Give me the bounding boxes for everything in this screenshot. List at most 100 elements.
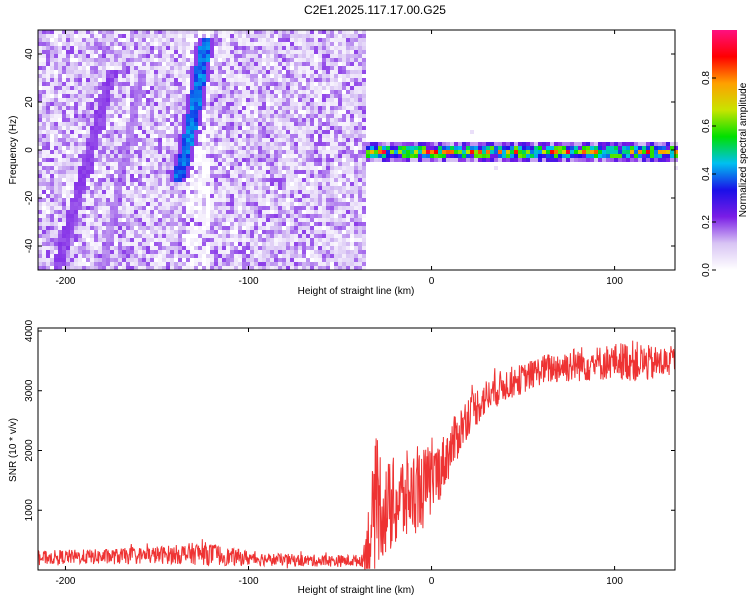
heatmap-cell	[82, 218, 86, 222]
heatmap-cell	[254, 254, 258, 258]
heatmap-cell	[502, 154, 506, 158]
heatmap-cell	[542, 158, 546, 162]
heatmap-cell	[354, 122, 358, 126]
heatmap-cell	[54, 110, 58, 114]
heatmap-cell	[42, 114, 46, 118]
heatmap-cell	[394, 154, 398, 158]
heatmap-cell	[542, 150, 546, 154]
heatmap-cell	[354, 86, 358, 90]
heatmap-cell	[178, 82, 182, 86]
heatmap-cell	[262, 242, 266, 246]
heatmap-cell	[490, 146, 494, 150]
heatmap-cell	[266, 226, 270, 230]
heatmap-cell	[222, 34, 226, 38]
heatmap-cell	[270, 194, 274, 198]
heatmap-cell	[182, 50, 186, 54]
heatmap-cell	[166, 98, 170, 102]
heatmap-cell	[154, 82, 158, 86]
heatmap-cell	[206, 230, 210, 234]
heatmap-cell	[286, 106, 290, 110]
heatmap-cell	[334, 138, 338, 142]
heatmap-cell	[150, 246, 154, 250]
heatmap-cell	[190, 154, 194, 158]
heatmap-cell	[346, 118, 350, 122]
heatmap-cell	[186, 102, 190, 106]
heatmap-cell	[178, 154, 182, 158]
heatmap-cell	[198, 162, 202, 166]
heatmap-cell	[74, 246, 78, 250]
heatmap-cell	[138, 258, 142, 262]
heatmap-cell	[50, 186, 54, 190]
heatmap-cell	[350, 74, 354, 78]
heatmap-cell	[178, 118, 182, 122]
heatmap-cell	[46, 98, 50, 102]
heatmap-cell	[526, 142, 530, 146]
heatmap-cell	[346, 30, 350, 34]
heatmap-cell	[602, 146, 606, 150]
heatmap-cell	[622, 146, 626, 150]
heatmap-cell	[314, 186, 318, 190]
heatmap-cell	[350, 230, 354, 234]
heatmap-cell	[50, 42, 54, 46]
heatmap-cell	[194, 106, 198, 110]
heatmap-cell	[438, 142, 442, 146]
heatmap-cell	[54, 242, 58, 246]
heatmap-cell	[130, 170, 134, 174]
heatmap-cell	[318, 182, 322, 186]
heatmap-cell	[54, 154, 58, 158]
heatmap-cell	[358, 70, 362, 74]
heatmap-cell	[70, 238, 74, 242]
heatmap-cell	[194, 162, 198, 166]
heatmap-cell	[266, 190, 270, 194]
heatmap-cell	[170, 210, 174, 214]
heatmap-cell	[238, 126, 242, 130]
heatmap-cell	[350, 66, 354, 70]
heatmap-cell	[42, 166, 46, 170]
heatmap-cell	[134, 106, 138, 110]
heatmap-cell	[118, 218, 122, 222]
heatmap-cell	[322, 170, 326, 174]
heatmap-cell	[162, 178, 166, 182]
heatmap-cell	[82, 118, 86, 122]
heatmap-cell	[78, 254, 82, 258]
heatmap-cell	[194, 246, 198, 250]
heatmap-cell	[234, 194, 238, 198]
heatmap-cell	[274, 262, 278, 266]
heatmap-cell	[314, 194, 318, 198]
heatmap-cell	[162, 54, 166, 58]
heatmap-cell	[150, 74, 154, 78]
heatmap-cell	[70, 154, 74, 158]
heatmap-cell	[174, 162, 178, 166]
heatmap-cell	[314, 146, 318, 150]
heatmap-cell	[290, 150, 294, 154]
heatmap-cell	[554, 154, 558, 158]
heatmap-cell	[102, 70, 106, 74]
heatmap-cell	[62, 62, 66, 66]
heatmap-cell	[270, 58, 274, 62]
heatmap-cell	[78, 214, 82, 218]
heatmap-cell	[58, 90, 62, 94]
heatmap-cell	[146, 94, 150, 98]
heatmap-cell	[106, 206, 110, 210]
heatmap-cell	[198, 86, 202, 90]
heatmap-cell	[358, 50, 362, 54]
heatmap-cell	[118, 42, 122, 46]
heatmap-cell	[130, 254, 134, 258]
heatmap-cell	[354, 214, 358, 218]
heatmap-cell	[278, 58, 282, 62]
heatmap-cell	[518, 142, 522, 146]
heatmap-cell	[242, 110, 246, 114]
heatmap-cell	[38, 206, 42, 210]
heatmap-cell	[154, 94, 158, 98]
heatmap-cell	[118, 222, 122, 226]
heatmap-cell	[134, 210, 138, 214]
heatmap-cell	[142, 86, 146, 90]
heatmap-cell	[262, 90, 266, 94]
heatmap-cell	[250, 226, 254, 230]
heatmap-cell	[66, 258, 70, 262]
heatmap-cell	[306, 258, 310, 262]
heatmap-cell	[602, 142, 606, 146]
heatmap-cell	[182, 142, 186, 146]
heatmap-cell	[190, 74, 194, 78]
heatmap-cell	[182, 58, 186, 62]
